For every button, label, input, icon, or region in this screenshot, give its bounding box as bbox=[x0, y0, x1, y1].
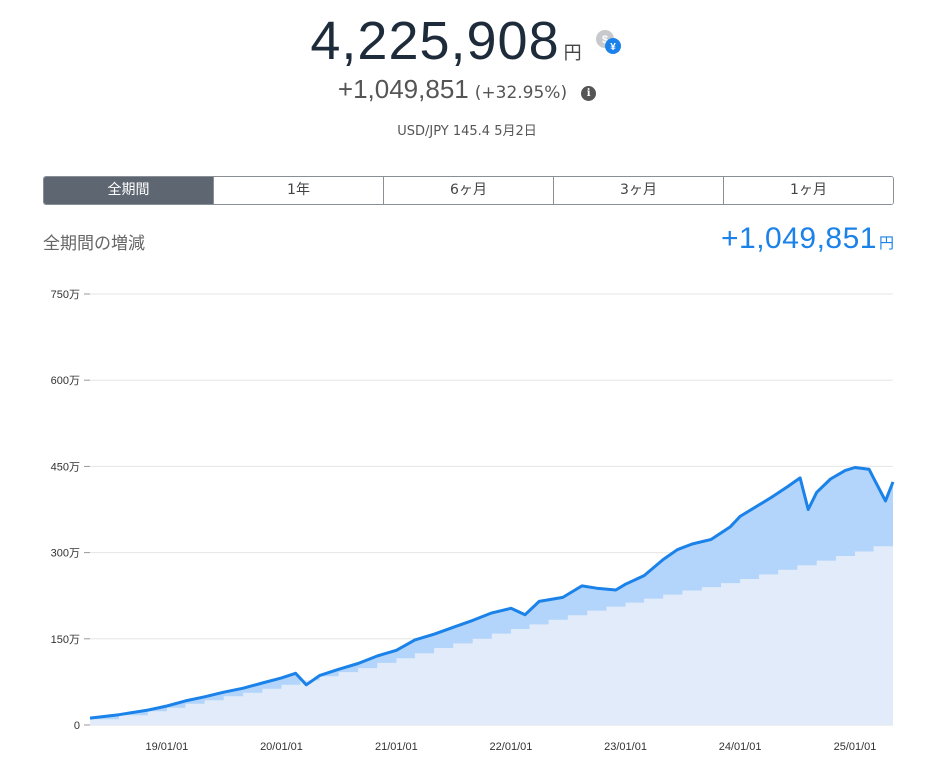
svg-text:$: $ bbox=[602, 34, 608, 46]
tab-1-month[interactable]: 1ヶ月 bbox=[723, 177, 893, 204]
period-change-label: 全期間の増減 bbox=[43, 234, 145, 254]
chart-areas bbox=[90, 467, 893, 725]
total-change-value: +1,049,851 bbox=[337, 74, 469, 104]
tab-6-months[interactable]: 6ヶ月 bbox=[383, 177, 553, 204]
fx-rate: USD/JPY 145.4 5月2日 bbox=[397, 124, 537, 139]
currency-toggle-icon[interactable]: $ ¥ bbox=[594, 28, 624, 58]
svg-text:¥: ¥ bbox=[610, 42, 616, 53]
tab-1-year[interactable]: 1年 bbox=[213, 177, 383, 204]
total-value: 4,225,908 bbox=[310, 11, 560, 71]
x-tick-label: 23/01/01 bbox=[604, 741, 647, 753]
period-change: +1,049,851 円 bbox=[721, 222, 894, 256]
total-value-row: 4,225,908 円 $ ¥ bbox=[0, 10, 934, 72]
x-axis-ticks: 19/01/01 20/01/01 21/01/01 22/01/01 23/01/01… bbox=[145, 741, 876, 753]
total-unit: 円 bbox=[563, 43, 582, 64]
chart-lines bbox=[89, 466, 895, 720]
total-change-percent: (+32.95%) bbox=[474, 83, 568, 103]
y-axis-ticks: 0 150万 300万 450万 600万 750万 bbox=[51, 289, 90, 732]
period-tabs: 全期間 1年 6ヶ月 3ヶ月 1ヶ月 bbox=[43, 176, 894, 205]
y-tick-label: 600万 bbox=[51, 375, 80, 387]
y-tick-label: 300万 bbox=[51, 548, 80, 560]
total-change-row: +1,049,851 (+32.95%) i bbox=[0, 74, 934, 105]
y-tick-label: 450万 bbox=[51, 461, 80, 473]
principal-area bbox=[90, 541, 893, 725]
tab-all-period[interactable]: 全期間 bbox=[44, 177, 213, 204]
x-tick-label: 20/01/01 bbox=[260, 741, 303, 753]
info-icon[interactable]: i bbox=[581, 86, 597, 101]
period-change-unit: 円 bbox=[878, 234, 894, 252]
x-tick-label: 25/01/01 bbox=[834, 741, 877, 753]
x-tick-label: 19/01/01 bbox=[145, 741, 188, 753]
y-tick-label: 750万 bbox=[51, 289, 80, 301]
period-change-value: +1,049,851 bbox=[721, 222, 877, 255]
tab-3-months[interactable]: 3ヶ月 bbox=[553, 177, 723, 204]
x-tick-label: 21/01/01 bbox=[375, 741, 418, 753]
y-tick-label: 150万 bbox=[51, 634, 80, 646]
market-value-line bbox=[89, 466, 895, 720]
y-tick-label: 0 bbox=[74, 720, 80, 732]
x-tick-label: 22/01/01 bbox=[490, 741, 533, 753]
asset-chart[interactable]: 0 150万 300万 450万 600万 750万 19/01/01 20/01/01 21… bbox=[0, 270, 934, 770]
x-tick-label: 24/01/01 bbox=[719, 741, 762, 753]
